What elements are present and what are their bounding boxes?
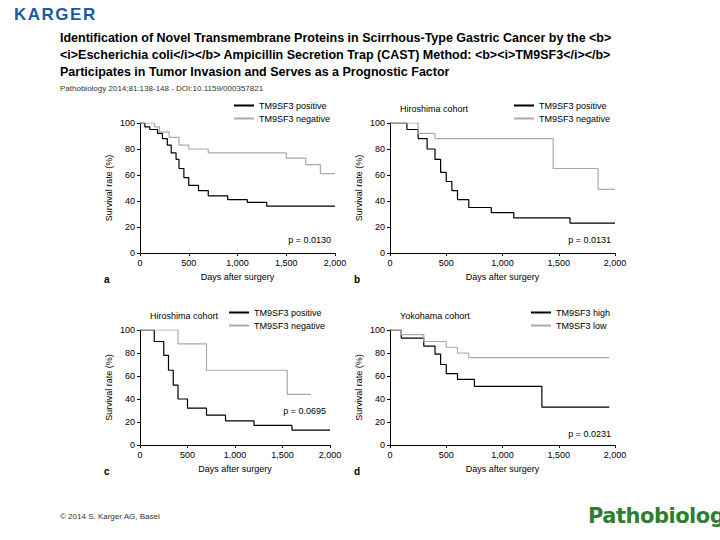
svg-text:p = 0.0131: p = 0.0131 <box>568 235 611 245</box>
svg-text:2,000: 2,000 <box>319 450 342 460</box>
svg-text:TM9SF3 high: TM9SF3 high <box>556 308 610 318</box>
svg-text:0: 0 <box>387 450 392 460</box>
svg-text:a: a <box>104 274 110 285</box>
svg-text:60: 60 <box>125 170 135 180</box>
svg-text:0: 0 <box>380 440 385 450</box>
svg-text:Survival rate (%): Survival rate (%) <box>104 354 114 421</box>
html-text:© 2014 S. Karger AG, Basel: © 2014 S. Karger AG, Basel <box>60 512 160 521</box>
svg-text:Hiroshima cohort: Hiroshima cohort <box>400 104 469 114</box>
svg-text:1,500: 1,500 <box>271 450 294 460</box>
svg-text:60: 60 <box>125 371 135 381</box>
svg-text:1,500: 1,500 <box>547 450 570 460</box>
svg-text:c: c <box>104 466 110 477</box>
svg-text:0: 0 <box>130 248 135 258</box>
svg-text:1,000: 1,000 <box>224 450 247 460</box>
svg-text:500: 500 <box>439 258 454 268</box>
svg-text:TM9SF3 negative: TM9SF3 negative <box>254 321 325 331</box>
svg-text:2,000: 2,000 <box>604 450 627 460</box>
svg-text:80: 80 <box>375 348 385 358</box>
svg-text:2,000: 2,000 <box>324 258 347 268</box>
svg-text:Days after surgery: Days after surgery <box>466 272 540 282</box>
svg-text:500: 500 <box>439 450 454 460</box>
svg-text:Days after surgery: Days after surgery <box>198 464 272 474</box>
svg-text:40: 40 <box>125 196 135 206</box>
svg-text:40: 40 <box>125 394 135 404</box>
svg-text:100: 100 <box>120 118 135 128</box>
svg-text:20: 20 <box>375 222 385 232</box>
svg-text:d: d <box>354 466 360 477</box>
svg-text:TM9SF3 negative: TM9SF3 negative <box>259 114 330 124</box>
svg-text:500: 500 <box>180 450 195 460</box>
svg-text:p = 0.0695: p = 0.0695 <box>283 406 326 416</box>
svg-text:100: 100 <box>370 118 385 128</box>
svg-text:TM9SF3 positive: TM9SF3 positive <box>259 101 327 111</box>
svg-text:p = 0.0130: p = 0.0130 <box>288 235 331 245</box>
svg-text:1,000: 1,000 <box>491 450 514 460</box>
svg-text:Hiroshima cohort: Hiroshima cohort <box>150 311 219 321</box>
svg-text:100: 100 <box>120 325 135 335</box>
html-text:Pathobiology 2014;81:138-148 -: Pathobiology 2014;81:138-148 - DOI:10.11… <box>60 84 264 93</box>
svg-text:0: 0 <box>380 248 385 258</box>
svg-text:0: 0 <box>130 440 135 450</box>
svg-text:20: 20 <box>375 417 385 427</box>
html-text:KARGER: KARGER <box>14 5 97 24</box>
svg-text:20: 20 <box>125 417 135 427</box>
svg-text:Survival rate (%): Survival rate (%) <box>104 155 114 222</box>
svg-text:TM9SF3 negative: TM9SF3 negative <box>539 114 610 124</box>
svg-text:TM9SF3 low: TM9SF3 low <box>556 321 607 331</box>
svg-text:40: 40 <box>375 394 385 404</box>
svg-text:Days after surgery: Days after surgery <box>201 272 275 282</box>
svg-text:Survival rate (%): Survival rate (%) <box>354 155 364 222</box>
svg-text:60: 60 <box>375 170 385 180</box>
svg-text:b: b <box>354 274 360 285</box>
svg-text:1,000: 1,000 <box>491 258 514 268</box>
svg-text:Days after surgery: Days after surgery <box>466 464 540 474</box>
svg-text:20: 20 <box>125 222 135 232</box>
svg-text:1,500: 1,500 <box>275 258 298 268</box>
svg-text:80: 80 <box>125 144 135 154</box>
svg-text:100: 100 <box>370 325 385 335</box>
svg-text:500: 500 <box>181 258 196 268</box>
html-text:Identification of Novel Transm: Identification of Novel Transmembrane Pr… <box>60 31 612 79</box>
svg-text:1,000: 1,000 <box>226 258 249 268</box>
svg-text:Yokohama cohort: Yokohama cohort <box>400 311 470 321</box>
svg-text:40: 40 <box>375 196 385 206</box>
svg-text:0: 0 <box>137 258 142 268</box>
svg-text:TM9SF3 positive: TM9SF3 positive <box>539 101 607 111</box>
svg-text:0: 0 <box>387 258 392 268</box>
svg-text:0: 0 <box>137 450 142 460</box>
svg-text:TM9SF3 positive: TM9SF3 positive <box>254 308 322 318</box>
svg-text:1,500: 1,500 <box>547 258 570 268</box>
svg-text:p = 0.0231: p = 0.0231 <box>568 429 611 439</box>
svg-text:80: 80 <box>375 144 385 154</box>
svg-text:80: 80 <box>125 348 135 358</box>
svg-text:60: 60 <box>375 371 385 381</box>
svg-text:2,000: 2,000 <box>604 258 627 268</box>
svg-text:Survival rate (%): Survival rate (%) <box>354 354 364 421</box>
